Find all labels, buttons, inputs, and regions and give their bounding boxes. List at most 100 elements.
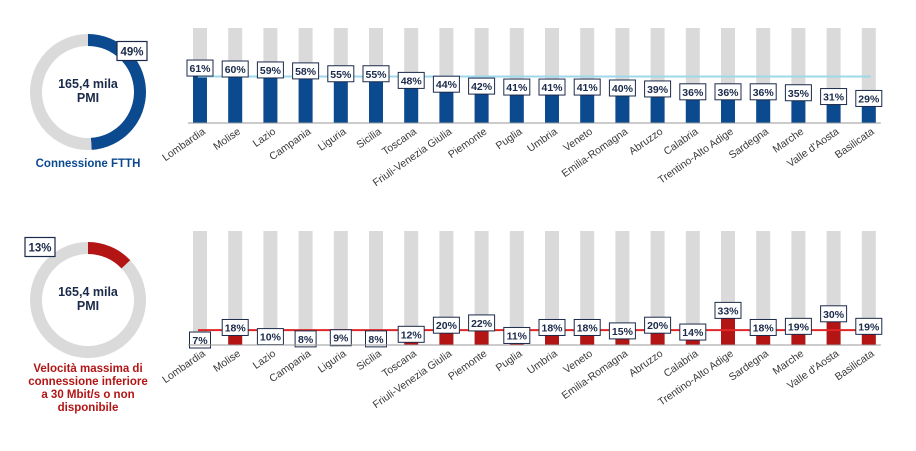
data-label: 19%: [788, 321, 810, 333]
bar-background: [333, 231, 348, 345]
data-label-box: [573, 318, 601, 336]
bar-lazio: [263, 66, 278, 123]
data-label: 36%: [753, 87, 775, 99]
bar-background: [228, 231, 243, 345]
bar-background: [791, 231, 806, 345]
data-label-box: [714, 83, 742, 101]
data-label: 18%: [541, 322, 563, 334]
data-label-box: [256, 61, 284, 79]
tick-label-puglia: Puglia: [494, 126, 525, 153]
donut-chart: 165,4 mila PMI 13% Velocità massima di conne…: [24, 236, 148, 414]
tick-label-molise: Molise: [211, 348, 243, 375]
data-label: 22%: [471, 318, 493, 330]
tick-label-liguria: Liguria: [316, 348, 349, 376]
bar-background: [404, 231, 419, 345]
tick-label-emilia-romagna: Emilia-Romagna: [560, 348, 631, 402]
data-label-box: [784, 317, 812, 335]
data-label: 42%: [471, 81, 493, 93]
data-label-box: [365, 330, 387, 348]
data-label: 40%: [612, 83, 634, 95]
data-label: 18%: [577, 322, 599, 334]
data-label: 35%: [788, 88, 810, 100]
data-label: 9%: [333, 333, 349, 345]
data-label-box: [432, 316, 460, 334]
tick-label-piemonte: Piemonte: [446, 126, 489, 161]
donut-slice-rest: [29, 34, 92, 150]
data-label-box: [503, 326, 531, 344]
data-label-box: [784, 84, 812, 102]
tick-label-liguria: Liguria: [316, 126, 349, 154]
data-label-box: [468, 77, 496, 95]
data-label-box: [714, 301, 742, 319]
donut-value-label-box: [24, 236, 56, 258]
data-label: 55%: [330, 69, 352, 81]
data-label: 60%: [225, 64, 247, 76]
data-label-box: [679, 323, 707, 341]
data-label: 61%: [189, 63, 211, 75]
data-label-box: [679, 83, 707, 101]
tick-label-abruzzo: Abruzzo: [627, 126, 666, 158]
donut-caption: Velocità massima di connessione inferiore…: [28, 363, 148, 414]
bar-background: [756, 231, 771, 345]
data-label: 39%: [647, 84, 669, 96]
data-label: 18%: [753, 322, 775, 334]
data-label-box: [362, 65, 390, 83]
data-label-box: [820, 88, 848, 106]
data-label: 41%: [577, 82, 599, 94]
donut-center-label: 165,4 mila PMI: [58, 285, 119, 313]
data-label-box: [538, 318, 566, 336]
data-label: 44%: [436, 79, 458, 91]
data-label-box: [820, 305, 848, 323]
data-label: 55%: [365, 69, 387, 81]
bar-background: [685, 231, 700, 345]
data-label-box: [221, 318, 249, 336]
bar-sicilia: [369, 70, 383, 123]
data-label: 31%: [823, 92, 845, 104]
data-label: 8%: [368, 334, 384, 346]
data-label: 20%: [436, 320, 458, 332]
tick-label-basilicata: Basilicata: [833, 126, 877, 162]
bar-lombardia: [193, 65, 207, 123]
data-label-box: [397, 71, 425, 89]
data-label-box: [644, 80, 672, 98]
data-label: 41%: [506, 82, 528, 94]
data-label: 20%: [647, 320, 669, 332]
donut-center-label: 165,4 mila PMI: [58, 77, 119, 105]
data-label-box: [221, 60, 249, 78]
data-label: 10%: [260, 332, 282, 344]
donut-value-label: 49%: [120, 47, 143, 59]
data-label-box: [292, 62, 320, 80]
tick-label-lazio: Lazio: [251, 126, 279, 150]
tick-label-sardegna: Sardegna: [727, 348, 771, 384]
tick-label-umbria: Umbria: [525, 348, 560, 377]
data-label: 29%: [858, 93, 880, 105]
tick-label-lazio: Lazio: [251, 348, 279, 372]
tick-label-lombardia: Lombardia: [160, 126, 208, 164]
bar-background: [650, 231, 665, 345]
donut-value-label: 13%: [28, 243, 51, 255]
data-label-box: [503, 78, 531, 96]
bar-liguria: [333, 70, 348, 123]
bar-background: [861, 231, 876, 345]
tick-label-umbria: Umbria: [525, 126, 560, 155]
data-label-box: [749, 83, 777, 101]
data-label-box: [189, 331, 211, 349]
data-label-box: [468, 314, 496, 332]
data-label-box: [397, 325, 425, 343]
donut-caption: Connessione FTTH: [36, 158, 141, 170]
bar-chart: 61% 60% 59% 58% 55% 55% 48% 44% 42% 41% 41% 41% 40% 3…: [160, 28, 883, 189]
tick-label-puglia: Puglia: [494, 348, 525, 375]
tick-label-piemonte: Piemonte: [446, 348, 489, 383]
data-label-box: [432, 75, 460, 93]
donut-chart: 165,4 mila PMI 49% Connessione FTTH: [29, 34, 148, 170]
bar-background: [193, 231, 207, 345]
tick-label-molise: Molise: [211, 126, 243, 153]
data-label: 15%: [612, 326, 634, 338]
bar-chart: 7% 18% 10% 8% 9% 8% 12% 20% 22% 11% 18% 18% 15% 20% 14…: [160, 231, 883, 411]
data-label-box: [644, 316, 672, 334]
data-label: 36%: [717, 87, 739, 99]
bar-background: [545, 231, 559, 345]
data-label-box: [538, 78, 566, 96]
